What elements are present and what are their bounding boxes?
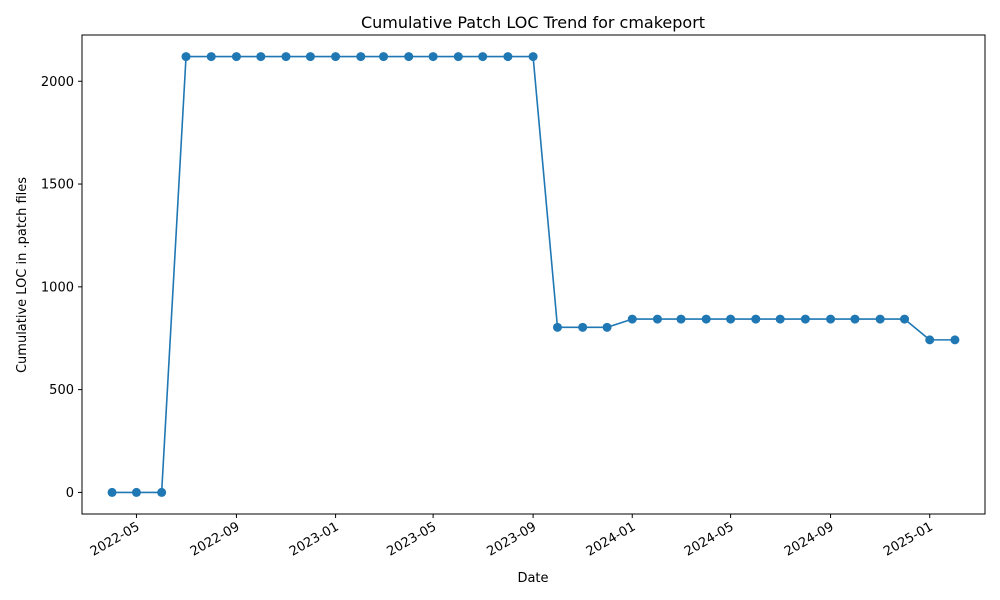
data-point [528,52,538,62]
data-point [826,314,836,324]
y-tick-label: 500 [49,383,74,398]
data-point [379,52,389,62]
y-axis-label: Cumulative LOC in .patch files [15,177,30,373]
data-point [925,335,935,345]
series-layer [107,52,960,497]
data-point [900,314,910,324]
data-point [181,52,191,62]
data-point [751,314,761,324]
y-tick-label: 1000 [41,280,74,295]
data-point [602,322,612,332]
data-point [578,322,588,332]
data-point [950,335,960,345]
data-point [256,52,266,62]
data-point [775,314,785,324]
data-point [676,314,686,324]
data-point [552,322,562,332]
data-point [850,314,860,324]
y-tick-label: 2000 [41,75,74,90]
data-point [726,314,736,324]
data-point [503,52,513,62]
data-point [331,52,341,62]
data-point [281,52,291,62]
data-point [356,52,366,62]
data-point [800,314,810,324]
data-point [428,52,438,62]
data-point [652,314,662,324]
data-point [875,314,885,324]
chart-title: Cumulative Patch LOC Trend for cmakeport [361,13,705,32]
data-point [305,52,315,62]
data-point [453,52,463,62]
y-tick-label: 1500 [41,178,74,193]
data-point [701,314,711,324]
data-point [478,52,488,62]
data-point [627,314,637,324]
x-axis-label: Date [517,571,548,586]
data-point [157,487,167,497]
y-axis-ticks: 0 500 1000 1500 2000 [41,75,82,501]
data-point [107,487,117,497]
data-point [404,52,414,62]
data-point [131,487,141,497]
data-point [231,52,241,62]
y-tick-label: 0 [66,486,74,501]
data-point [206,52,216,62]
